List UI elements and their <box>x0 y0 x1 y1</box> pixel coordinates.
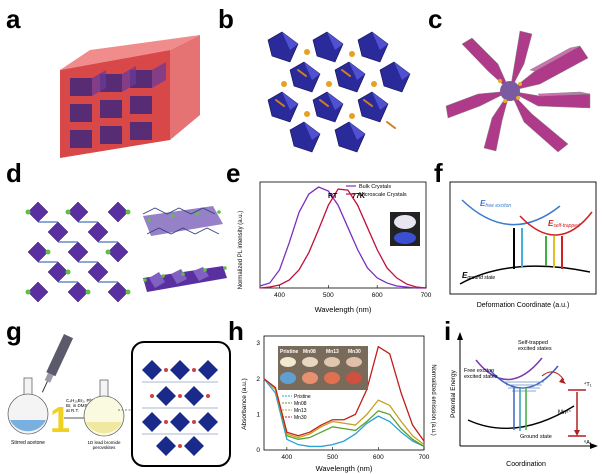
g-flask2-label: 1D lead bromide perovskites <box>87 440 121 450</box>
g-reagents: C₄H₁₀Br₂, PbBr₂, Br, in DMSO at R.T. <box>66 398 99 413</box>
h-photo-label-mn30: Mn30 <box>348 349 361 355</box>
f-label-self-trapped: Eself-trapped <box>548 219 580 229</box>
e-xlabel: Wavelength (nm) <box>315 305 372 314</box>
f-frame <box>449 181 597 295</box>
x-tick-label: 500 <box>323 292 334 299</box>
i-mn-arrowhead <box>574 430 580 436</box>
panel-c-crystal-structure <box>445 30 591 153</box>
panel-h-absorbance-chart: Absorbance (a.u.) Normalized emission (a… <box>241 335 436 473</box>
i-xlabel: Coordination <box>506 461 546 468</box>
y-tick-label: 0 <box>256 447 260 454</box>
g-zoom-structure <box>142 360 218 456</box>
h-ylabel-right: Normalized emission (a.u.) <box>430 364 436 435</box>
e-xticks: 400 500 600 700 <box>274 285 432 299</box>
f-xlabel: Deformation Coordinate (a.u.) <box>477 302 570 309</box>
h-legend-pristine: Pristine <box>294 394 311 400</box>
panel-label-e: e <box>226 158 241 188</box>
i-ground-label: Ground state <box>520 434 552 440</box>
i-free-exciton-curve <box>475 357 543 381</box>
panel-i-energy-diagram: Potential Energy Coordination ⁴T₁ ⁶A₁ Mn… <box>450 332 598 468</box>
e-ylabel: Normalized PL intensity (a.u.) <box>238 211 244 289</box>
e-legend-bulk: Bulk Crystals <box>359 184 391 190</box>
panel-label-a: a <box>6 4 21 34</box>
x-tick-label: 400 <box>281 454 292 461</box>
i-emission-lines <box>513 388 527 431</box>
series-line-microscale-crystals <box>259 188 427 289</box>
i-transfer-arrowhead <box>559 378 566 384</box>
panel-a-block-diagram <box>60 35 200 158</box>
panel-label-f: f <box>434 158 443 188</box>
panel-b-crystal-structure <box>267 31 411 153</box>
x-tick-label: 600 <box>372 292 383 299</box>
panel-label-h: h <box>228 316 244 346</box>
i-transfer-arrow <box>541 371 565 381</box>
x-tick-label: 600 <box>373 454 384 461</box>
g-syringe-icon <box>41 334 74 393</box>
i-free-exciton-label: Free exciton excited states <box>464 368 498 380</box>
h-plot-frame <box>263 335 425 451</box>
e-series-group <box>259 186 427 289</box>
i-t1-label: ⁴T₁ <box>584 381 592 388</box>
h-series-group <box>263 345 425 448</box>
f-ground-curve <box>459 265 591 285</box>
i-a1-label: ⁶A₁ <box>584 439 592 446</box>
y-tick-label: 1 <box>256 411 260 418</box>
x-tick-label: 700 <box>419 454 430 461</box>
f-label-free: Efree exciton <box>480 199 511 209</box>
h-photo-label-mn08: Mn08 <box>303 349 316 355</box>
x-tick-label: 500 <box>327 454 338 461</box>
panel-g-synthesis: Stirred acetone 1 C₄H₁₀Br₂, PbBr₂, Br, in… <box>7 334 231 467</box>
h-legend-mn13: Mn13 <box>294 408 307 414</box>
y-tick-label: 2 <box>256 376 260 383</box>
h-ylabel: Absorbance (a.u.) <box>241 378 248 430</box>
panel-label-i: i <box>444 316 452 346</box>
h-legend: Pristine Mn08 Mn13 Mn30 <box>282 394 311 421</box>
f-self-trapped-curve <box>519 211 593 236</box>
panel-f-energy-diagram: Efree exciton Eself-trapped Eground stat… <box>449 181 597 309</box>
h-legend-mn08: Mn08 <box>294 401 307 407</box>
f-label-ground: Eground state <box>462 271 495 281</box>
series-line-bulk-crystals <box>259 186 426 289</box>
i-x-arrowhead <box>590 443 598 449</box>
h-xlabel: Wavelength (nm) <box>316 464 373 473</box>
g-flask-1 <box>7 377 49 435</box>
g-step-1: 1 <box>50 399 70 440</box>
series-line-mn13 <box>263 378 425 446</box>
i-y-arrowhead <box>457 332 463 340</box>
panel-label-g: g <box>6 316 22 346</box>
g-flask-2 <box>83 379 125 437</box>
h-yticks: 0 1 2 3 <box>256 340 260 454</box>
y-tick-label: 3 <box>256 340 260 347</box>
series-line-mn08 <box>263 378 425 447</box>
series-line-pristine <box>263 378 425 448</box>
g-flask1-label: Stirred acetone <box>11 440 45 446</box>
panel-label-b: b <box>218 4 234 34</box>
i-mn-label: Mn²⁺ <box>558 409 572 416</box>
e-annot-77k: 77K <box>352 193 365 200</box>
panel-label-c: c <box>428 4 443 34</box>
panel-d-crystal-structure <box>25 201 227 303</box>
e-annot-rt: RT <box>328 193 338 200</box>
e-legend-micro: Microscale Crystals <box>359 192 407 198</box>
panel-e-pl-chart: Normalized PL intensity (a.u.) 400 500 600… <box>238 181 432 314</box>
i-ylabel: Potential Energy <box>450 369 457 417</box>
h-xticks: 400 500 600 700 <box>281 447 430 461</box>
f-free-exciton-curve <box>461 199 561 226</box>
e-photo-crystals-light <box>394 215 416 229</box>
x-tick-label: 700 <box>421 292 432 299</box>
f-emission-lines <box>513 228 563 269</box>
h-photo-label-mn13: Mn13 <box>326 349 339 355</box>
e-photo-crystals-uv <box>394 232 416 244</box>
h-photo-samples <box>280 357 362 384</box>
series-line-mn30 <box>263 345 425 442</box>
panel-label-d: d <box>6 158 22 188</box>
i-self-trapped-label: Self-trapped excited states <box>518 340 552 352</box>
h-legend-mn30: Mn30 <box>294 415 307 421</box>
e-plot-frame <box>259 181 427 289</box>
i-ground-curve <box>467 405 575 430</box>
h-photo-label-pristine: Pristine <box>280 349 299 355</box>
x-tick-label: 400 <box>274 292 285 299</box>
